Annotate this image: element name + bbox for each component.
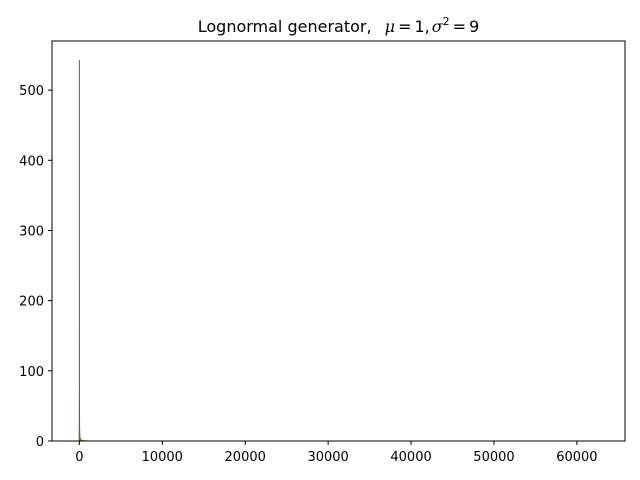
y-tick-label: 0 (36, 435, 44, 450)
y-tick-label: 100 (19, 365, 44, 380)
x-tick-label: 60000 (556, 450, 597, 465)
x-axis: 0 10000 20000 30000 40000 50000 60000 (75, 441, 598, 465)
title-mu-value: 1 (414, 17, 424, 36)
y-tick-label: 400 (19, 154, 44, 169)
y-tick-label: 300 (19, 224, 44, 239)
title-sigma-symbol: σ (432, 17, 444, 36)
title-equals-1: = (398, 17, 411, 36)
chart-title-prefix: Lognormal generator, (198, 17, 372, 36)
chart-title: Lognormal generator, μ = 1, σ2 = 9 (198, 15, 480, 36)
x-tick-label: 30000 (307, 450, 348, 465)
y-axis: 0 100 200 300 400 500 (19, 84, 52, 450)
x-tick-label: 20000 (225, 450, 266, 465)
axes-frame (51, 40, 626, 442)
title-sigma-value: 9 (469, 17, 479, 36)
title-comma: , (425, 17, 430, 36)
title-equals-2: = (453, 17, 466, 36)
title-mu-symbol: μ (385, 17, 395, 36)
x-tick-label: 50000 (473, 450, 514, 465)
y-tick-label: 500 (19, 84, 44, 99)
x-tick-label: 40000 (390, 450, 431, 465)
y-tick-label: 200 (19, 295, 44, 310)
x-tick-label: 10000 (142, 450, 183, 465)
x-tick-label: 0 (75, 450, 83, 465)
title-sigma-exponent: 2 (443, 15, 450, 28)
